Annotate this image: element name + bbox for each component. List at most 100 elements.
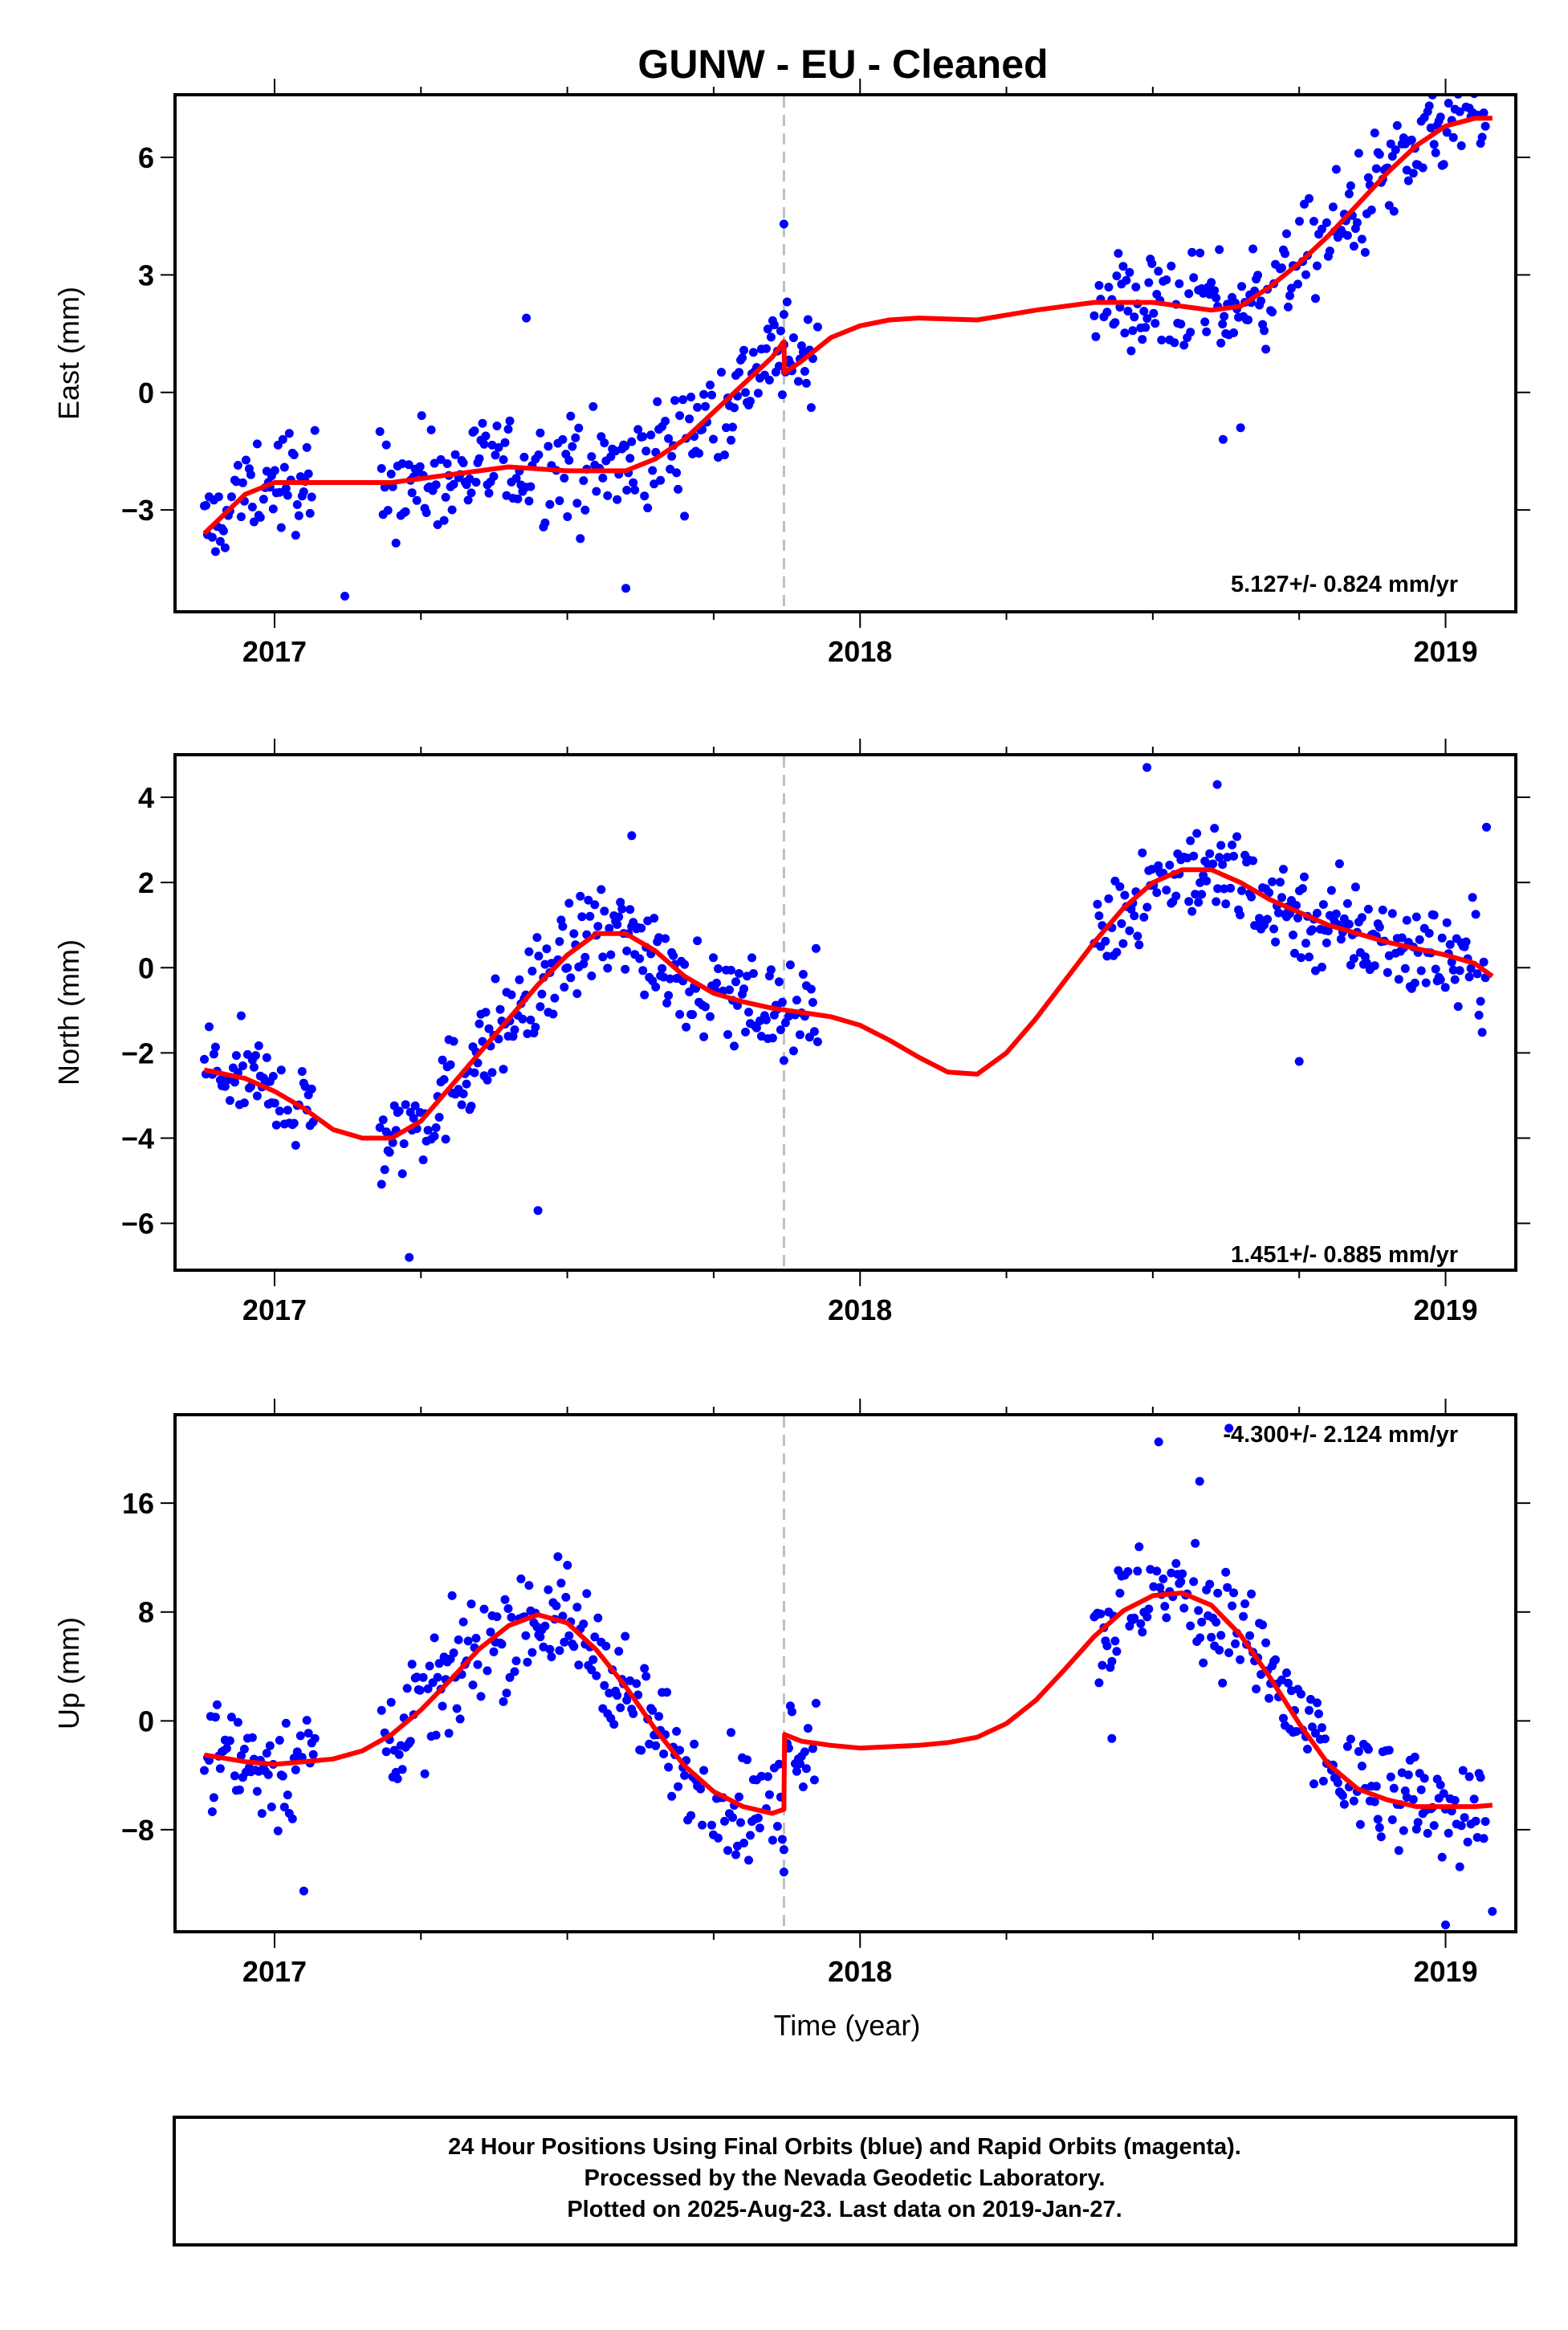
data-point [776,326,785,336]
data-point [772,1822,782,1831]
data-point [209,1793,218,1802]
data-point [741,1027,750,1037]
data-point [793,377,803,386]
data-point [1277,893,1286,902]
data-point [813,322,822,332]
data-point [707,1820,716,1830]
data-point [1130,911,1139,921]
data-point [746,397,755,406]
data-point [1383,967,1392,977]
data-point [795,1030,804,1040]
data-point [503,1604,513,1613]
data-point [454,1635,463,1644]
data-point [709,953,718,963]
data-point [294,511,303,520]
data-point [694,449,704,458]
data-point [1384,201,1394,210]
data-point [1363,173,1373,182]
data-point [1186,836,1195,845]
data-point [1477,132,1487,142]
data-point [667,451,677,461]
data-point [507,1612,516,1622]
data-point [263,1770,273,1779]
data-point [680,959,690,969]
data-point [1147,259,1157,268]
data-point [753,1813,763,1823]
data-point [603,963,613,973]
data-point [589,1655,598,1664]
data-point [1378,905,1387,914]
data-point [1421,978,1431,988]
model-curve [203,867,1494,1141]
data-point [1162,1613,1171,1623]
data-point [1189,851,1199,861]
data-point [637,1745,646,1755]
data-point [675,1009,685,1019]
data-point [476,1692,486,1701]
data-point [1464,83,1472,92]
data-point [394,1750,404,1759]
panel-east: 2017 2018 2019 −3 0 3 6 East (mm) 5.127+/- 0.824… [52,79,1530,668]
data-point [763,1772,772,1782]
data-point [613,920,622,929]
data-point [1397,933,1407,943]
data-point [1411,1824,1421,1834]
data-point [712,978,721,988]
data-point [1357,913,1366,923]
data-point [723,1846,732,1855]
data-point [1175,279,1184,288]
data-point [393,1774,402,1783]
data-point [1297,1689,1305,1699]
data-point [1229,851,1239,861]
data-point [287,1814,297,1823]
data-point [377,1179,386,1189]
data-point [1322,218,1331,227]
data-point [466,488,476,498]
data-point [1276,878,1285,887]
data-point [582,1589,592,1599]
data-point [273,1826,283,1835]
data-point [728,422,737,432]
data-point [635,954,645,963]
chart-title: GUNW - EU - Cleaned [637,42,1048,87]
data-point [241,455,250,465]
data-point [1418,163,1427,173]
data-point [1429,1821,1439,1831]
data-point [1318,963,1326,972]
data-point [1455,107,1464,116]
data-point [560,983,569,992]
data-point [1094,281,1104,290]
data-point [1141,323,1151,332]
footer-box: 24 Hour Positions Using Final Orbits (bl… [173,2116,1517,2246]
data-point [1271,937,1281,947]
data-point [1115,1588,1125,1598]
data-point [1229,328,1239,337]
data-point [741,388,750,397]
data-point [1218,320,1228,329]
data-point [239,1098,249,1108]
data-point [1444,99,1453,108]
data-point [231,1051,241,1061]
data-point [1159,1574,1168,1583]
data-point [397,1169,407,1179]
data-point [481,431,491,441]
data-point [470,426,479,436]
data-point [537,989,547,999]
data-point [527,967,537,976]
data-point [589,401,598,411]
data-point [555,937,564,947]
data-point [252,1091,262,1101]
y-tick-label: 3 [138,259,154,291]
data-point [641,1672,651,1681]
data-point [1268,877,1277,886]
data-point [577,912,587,922]
data-point [1218,1678,1228,1688]
data-point [1386,1772,1395,1782]
data-point [564,1631,574,1640]
data-point [1240,1599,1250,1608]
data-point [1460,1813,1469,1823]
data-point [1429,910,1439,920]
data-point [584,895,593,905]
data-point [1147,865,1157,874]
data-point [1258,1620,1268,1630]
